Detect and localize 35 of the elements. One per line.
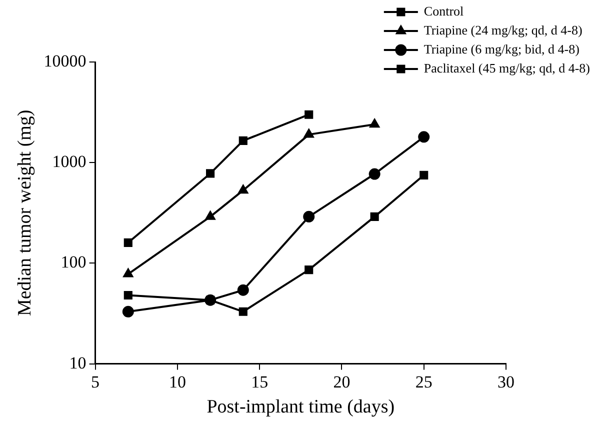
point xyxy=(418,131,430,143)
point xyxy=(124,290,132,300)
legend-label: Paclitaxel (45 mg/kg; qd, d 4-8) xyxy=(424,60,590,76)
point xyxy=(122,306,134,318)
x-tick-label: 20 xyxy=(333,372,350,392)
point xyxy=(205,210,216,220)
point xyxy=(369,118,380,128)
point xyxy=(124,238,132,247)
point xyxy=(238,184,248,194)
x-tick-label: 25 xyxy=(415,372,432,392)
legend-label: Triapine (24 mg/kg; qd, d 4-8) xyxy=(424,22,582,38)
point xyxy=(370,212,379,221)
point xyxy=(238,307,248,316)
point xyxy=(206,169,215,178)
point xyxy=(368,168,380,180)
y-tick-label: 1000 xyxy=(52,152,86,172)
x-tick-label: 10 xyxy=(168,372,186,392)
point xyxy=(304,110,314,119)
y-tick-label: 10000 xyxy=(44,51,86,70)
x-tick-label: 15 xyxy=(251,372,268,392)
y-tick-label: 10 xyxy=(69,353,86,372)
x-tick-label: 30 xyxy=(498,372,514,392)
point xyxy=(304,266,314,274)
point xyxy=(123,268,134,278)
point xyxy=(304,128,314,138)
y-tick-label: 100 xyxy=(60,252,86,272)
x-axis-title: Post-implant time (days) xyxy=(206,396,395,418)
legend-label: Control xyxy=(424,3,464,18)
legend-label: Triapine (6 mg/kg; bid, d 4-8) xyxy=(424,41,580,56)
x-tick-label: 5 xyxy=(91,372,100,392)
y-axis-title: Median tumor weight (mg) xyxy=(14,110,36,316)
point xyxy=(420,170,428,180)
point xyxy=(238,136,248,146)
point xyxy=(237,284,249,296)
point xyxy=(303,210,315,222)
